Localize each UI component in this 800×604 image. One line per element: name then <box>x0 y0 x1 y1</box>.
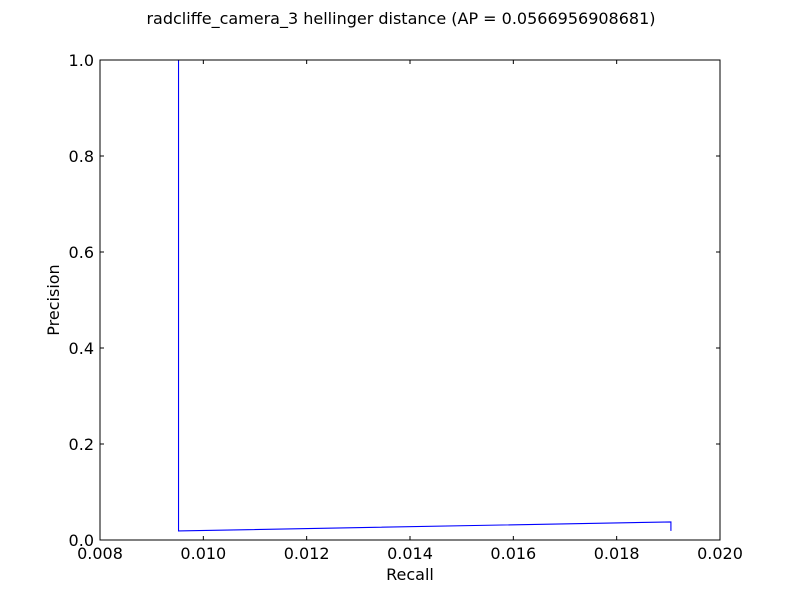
x-tick-label: 0.010 <box>180 544 226 563</box>
y-tick-label: 0.6 <box>69 243 94 262</box>
x-tick-label: 0.016 <box>490 544 536 563</box>
x-tick-label: 0.012 <box>284 544 330 563</box>
y-tick-label: 0.2 <box>69 435 94 454</box>
x-tick-label: 0.018 <box>594 544 640 563</box>
y-tick-label: 0.8 <box>69 147 94 166</box>
x-axis-label: Recall <box>386 565 434 584</box>
x-tick-label: 0.020 <box>697 544 743 563</box>
chart-title: radcliffe_camera_3 hellinger distance (A… <box>146 9 655 29</box>
x-tick-label: 0.008 <box>77 544 123 563</box>
y-axis-label: Precision <box>44 264 63 335</box>
y-tick-label: 0.4 <box>69 339 94 358</box>
y-tick-label: 1.0 <box>69 51 94 70</box>
y-tick-label: 0.0 <box>69 531 94 550</box>
x-tick-label: 0.014 <box>387 544 433 563</box>
series-line-0 <box>177 60 672 532</box>
